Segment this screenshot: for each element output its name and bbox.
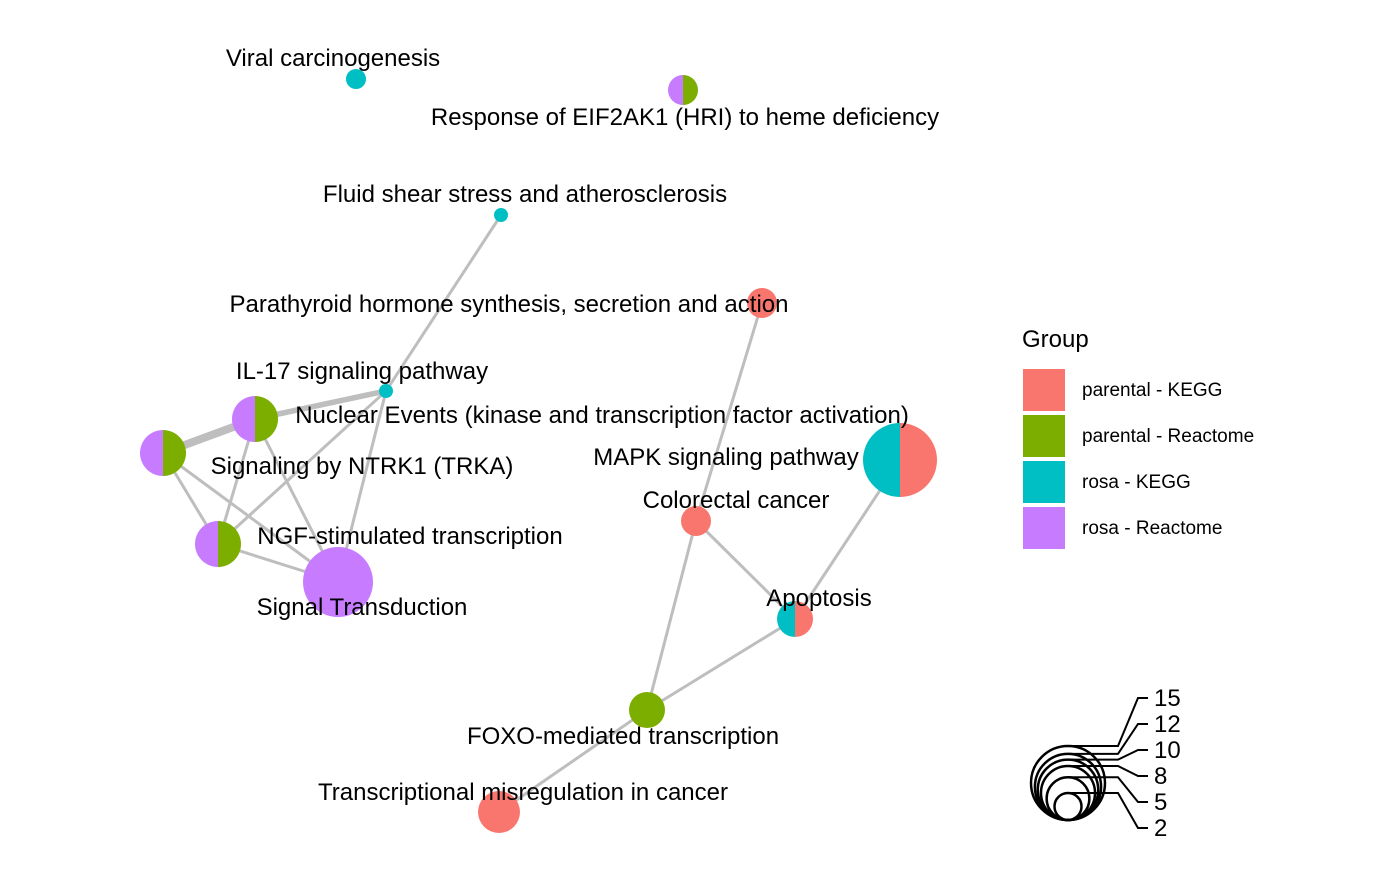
legend-key bbox=[1023, 415, 1065, 457]
node-label: Colorectal cancer bbox=[643, 487, 830, 514]
node-transcriptional[interactable] bbox=[478, 791, 520, 833]
edge-colorectal-apoptosis bbox=[694, 519, 797, 621]
node-labels: Viral carcinogenesis Response of EIF2AK1 … bbox=[211, 45, 940, 806]
legend-label: parental - KEGG bbox=[1082, 380, 1222, 401]
node-label: Apoptosis bbox=[766, 585, 871, 612]
size-legend-tick bbox=[1068, 776, 1148, 803]
node-label: Signaling by NTRK1 (TRKA) bbox=[211, 453, 514, 480]
pie-slice bbox=[303, 547, 373, 617]
legend-label: rosa - KEGG bbox=[1082, 472, 1191, 493]
legend-key bbox=[1023, 369, 1065, 411]
pie-slice bbox=[218, 521, 241, 567]
node-colorectal[interactable] bbox=[681, 506, 711, 536]
pie-slice bbox=[900, 423, 937, 497]
group-legend: Group parental - KEGG parental - Reactome… bbox=[1022, 326, 1254, 549]
edge-ntrk1-signal bbox=[162, 451, 339, 584]
pie-slice bbox=[140, 430, 163, 476]
pie-slice bbox=[777, 601, 795, 637]
legend-title: Group bbox=[1022, 326, 1089, 353]
node-label: Response of EIF2AK1 (HRI) to heme defici… bbox=[431, 104, 939, 131]
pie-slice bbox=[629, 692, 665, 728]
node-label: IL-17 signaling pathway bbox=[236, 358, 488, 385]
legend-label: rosa - Reactome bbox=[1082, 518, 1222, 539]
pie-slice bbox=[494, 208, 508, 222]
pie-slice bbox=[346, 69, 366, 89]
pie-slice bbox=[683, 75, 698, 105]
node-label: NGF-stimulated transcription bbox=[257, 523, 562, 550]
edge-parathyroid-colorectal bbox=[694, 302, 764, 522]
node-label: MAPK signaling pathway bbox=[593, 444, 858, 471]
node-label: Signal Transduction bbox=[257, 594, 468, 621]
pie-slice bbox=[379, 384, 393, 398]
size-legend-tick bbox=[1068, 764, 1148, 777]
node-label: Nuclear Events (kinase and transcription… bbox=[295, 402, 909, 429]
size-legend-circle bbox=[1045, 776, 1091, 822]
pie-slice bbox=[255, 396, 278, 442]
pie-slice bbox=[795, 601, 813, 637]
pie-slice bbox=[681, 506, 711, 536]
edge-apoptosis-foxo bbox=[646, 617, 796, 712]
legend-key bbox=[1023, 507, 1065, 549]
node-mapk[interactable] bbox=[863, 423, 937, 497]
node-apoptosis[interactable] bbox=[777, 601, 813, 637]
node-viral[interactable] bbox=[346, 69, 366, 89]
pie-slice bbox=[195, 521, 218, 567]
legend-key bbox=[1023, 461, 1065, 503]
size-legend-label: 12 bbox=[1154, 711, 1181, 738]
size-legend-tick bbox=[1068, 791, 1148, 829]
size-legend-label: 2 bbox=[1154, 815, 1167, 842]
size-legend-label: 15 bbox=[1154, 685, 1181, 712]
node-label: FOXO-mediated transcription bbox=[467, 723, 779, 750]
size-legend-tick bbox=[1068, 749, 1148, 761]
node-ntrk1[interactable] bbox=[140, 430, 186, 476]
edge-foxo-transcriptional bbox=[498, 708, 648, 814]
pie-slice bbox=[478, 791, 520, 833]
node-nuclear[interactable] bbox=[232, 396, 278, 442]
pie-slice bbox=[668, 75, 683, 105]
pie-slice bbox=[863, 423, 900, 497]
node-label: Viral carcinogenesis bbox=[226, 45, 440, 72]
size-legend-tick bbox=[1068, 723, 1148, 755]
node-il17[interactable] bbox=[379, 384, 393, 398]
edge-il17-ngf bbox=[216, 389, 388, 546]
edge-colorectal-foxo bbox=[645, 520, 698, 711]
edge-fluid-il17 bbox=[384, 214, 503, 392]
node-fluid[interactable] bbox=[494, 208, 508, 222]
node-ngf[interactable] bbox=[195, 521, 241, 567]
size-legend-label: 10 bbox=[1154, 737, 1181, 764]
node-label: Fluid shear stress and atherosclerosis bbox=[323, 181, 727, 208]
size-legend-circle bbox=[1053, 791, 1083, 822]
size-legend-tick bbox=[1068, 697, 1148, 748]
size-legend-label: 8 bbox=[1154, 763, 1167, 790]
size-legend-label: 5 bbox=[1154, 789, 1167, 816]
pie-slice bbox=[163, 430, 186, 476]
node-parathyroid[interactable] bbox=[747, 288, 777, 318]
pie-slice bbox=[747, 288, 777, 318]
node-label: Transcriptional misregulation in cancer bbox=[318, 779, 728, 806]
pie-slice bbox=[232, 396, 255, 442]
nodes bbox=[140, 69, 937, 833]
legend-label: parental - Reactome bbox=[1082, 426, 1254, 447]
node-eif2ak1[interactable] bbox=[668, 75, 698, 105]
node-label: Parathyroid hormone synthesis, secretion… bbox=[230, 291, 789, 318]
node-signal[interactable] bbox=[303, 547, 373, 617]
node-foxo[interactable] bbox=[629, 692, 665, 728]
